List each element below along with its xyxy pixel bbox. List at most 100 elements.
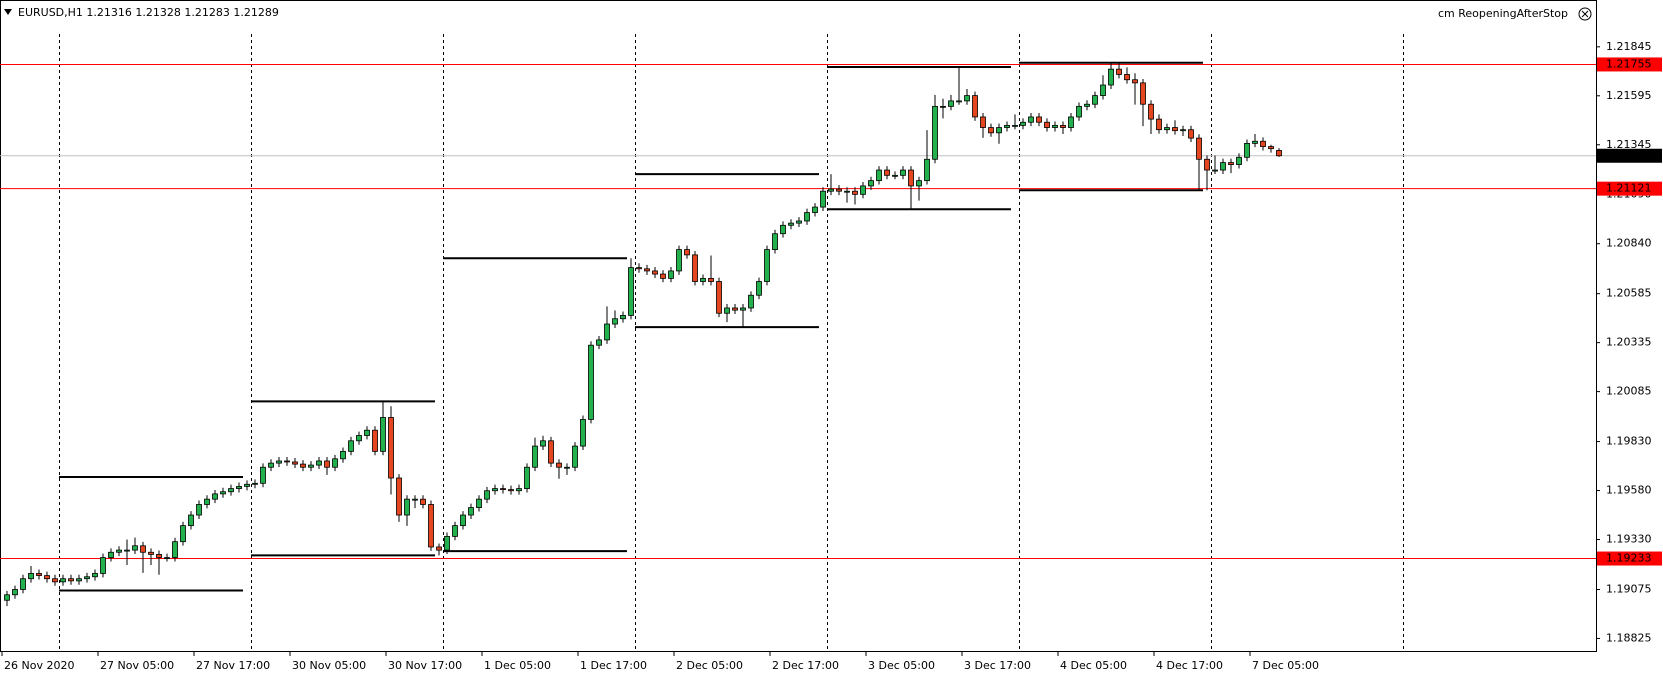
candle-body bbox=[420, 498, 426, 505]
level-price-box bbox=[1597, 57, 1662, 72]
candle-body bbox=[204, 498, 210, 505]
y-tick-label: 1.20585 bbox=[1606, 287, 1652, 300]
candle-body bbox=[212, 493, 218, 500]
candle-body bbox=[708, 277, 714, 282]
menu-triangle[interactable] bbox=[4, 9, 12, 15]
candle-body bbox=[692, 254, 698, 282]
candle-body bbox=[884, 169, 890, 176]
candle-body bbox=[1020, 121, 1026, 126]
candle-body bbox=[236, 486, 242, 489]
candle-body bbox=[540, 440, 546, 447]
candle-body bbox=[788, 222, 794, 226]
level-price-label: 1.19233 bbox=[1606, 552, 1652, 565]
candle-body bbox=[916, 180, 922, 187]
candle-body bbox=[972, 95, 978, 118]
x-tick-label: 2 Dec 05:00 bbox=[676, 659, 743, 672]
indicator-icon[interactable] bbox=[1578, 7, 1592, 21]
candle-body bbox=[628, 267, 634, 316]
candle-body bbox=[268, 462, 274, 468]
level-price-box bbox=[1597, 181, 1662, 196]
candle-body bbox=[564, 466, 570, 469]
candle-body bbox=[676, 249, 682, 272]
chart-title: EURUSD,H1 1.21316 1.21328 1.21283 1.2128… bbox=[18, 6, 279, 19]
candle-body bbox=[732, 307, 738, 311]
candle-body bbox=[668, 270, 674, 279]
candle-body bbox=[84, 576, 90, 580]
candle-body bbox=[60, 578, 66, 583]
candle-body bbox=[308, 464, 314, 468]
candle-body bbox=[4, 594, 10, 601]
candle-body bbox=[1244, 143, 1250, 158]
candle-body bbox=[404, 498, 410, 516]
candle-body bbox=[388, 417, 394, 479]
candle-body bbox=[12, 589, 18, 596]
candle-body bbox=[396, 477, 402, 516]
candle-body bbox=[1236, 156, 1242, 165]
candle-body bbox=[684, 249, 690, 256]
x-tick-label: 26 Nov 2020 bbox=[4, 659, 74, 672]
candle-body bbox=[1060, 124, 1066, 128]
candle-body bbox=[1228, 162, 1234, 165]
candle-body bbox=[740, 307, 746, 311]
candle-body bbox=[172, 541, 178, 558]
candle-body bbox=[276, 460, 282, 464]
x-tick-label: 27 Nov 05:00 bbox=[100, 659, 174, 672]
candle-body bbox=[1148, 103, 1154, 120]
candle-body bbox=[804, 212, 810, 222]
candle-body bbox=[372, 429, 378, 452]
candle-body bbox=[1012, 124, 1018, 127]
candle-body bbox=[1068, 116, 1074, 128]
candle-body bbox=[956, 100, 962, 103]
candle-body bbox=[132, 545, 138, 551]
candle-body bbox=[1180, 129, 1186, 132]
candle-body bbox=[452, 525, 458, 537]
level-price-box bbox=[1597, 551, 1662, 566]
candle-body bbox=[940, 105, 946, 108]
candle-body bbox=[572, 445, 578, 468]
candle-body bbox=[948, 100, 954, 107]
x-tick-label: 3 Dec 17:00 bbox=[964, 659, 1031, 672]
candle-body bbox=[108, 551, 114, 558]
candle-body bbox=[148, 551, 154, 555]
candle-body bbox=[644, 268, 650, 272]
candle-body bbox=[796, 220, 802, 224]
candle-body bbox=[68, 578, 74, 582]
candle-body bbox=[964, 95, 970, 102]
candle-body bbox=[1156, 118, 1162, 131]
candle-body bbox=[996, 127, 1002, 134]
candle-body bbox=[1044, 121, 1050, 128]
candle-body bbox=[500, 488, 506, 490]
candle-body bbox=[1028, 116, 1034, 123]
candle-body bbox=[756, 281, 762, 296]
candle-body bbox=[324, 460, 330, 468]
candle-body bbox=[660, 273, 666, 279]
candle-body bbox=[828, 188, 834, 192]
candle-body bbox=[244, 483, 250, 487]
x-tick-label: 1 Dec 05:00 bbox=[484, 659, 551, 672]
candle-body bbox=[428, 504, 434, 548]
candle-body bbox=[1276, 150, 1282, 157]
icon-stroke bbox=[1581, 10, 1589, 18]
y-tick-label: 1.19330 bbox=[1606, 533, 1652, 546]
candle-body bbox=[1172, 127, 1178, 132]
candle-body bbox=[316, 460, 322, 466]
candle-body bbox=[1092, 95, 1098, 105]
level-price-label: 1.21755 bbox=[1606, 57, 1652, 70]
candle-body bbox=[1084, 103, 1090, 107]
x-tick-label: 7 Dec 05:00 bbox=[1252, 659, 1319, 672]
indicator-name: cm ReopeningAfterStop bbox=[1438, 7, 1568, 20]
x-tick-label: 30 Nov 05:00 bbox=[292, 659, 366, 672]
candle-body bbox=[364, 429, 370, 436]
candle-body bbox=[460, 514, 466, 527]
candle-body bbox=[556, 462, 562, 468]
icon-circle bbox=[1578, 7, 1592, 21]
x-tick-label: 1 Dec 17:00 bbox=[580, 659, 647, 672]
candle-body bbox=[356, 435, 362, 442]
candle-body bbox=[812, 206, 818, 213]
candle-body bbox=[748, 294, 754, 309]
candle-body bbox=[988, 127, 994, 134]
candle-body bbox=[300, 463, 306, 468]
y-tick-label: 1.19580 bbox=[1606, 484, 1652, 497]
